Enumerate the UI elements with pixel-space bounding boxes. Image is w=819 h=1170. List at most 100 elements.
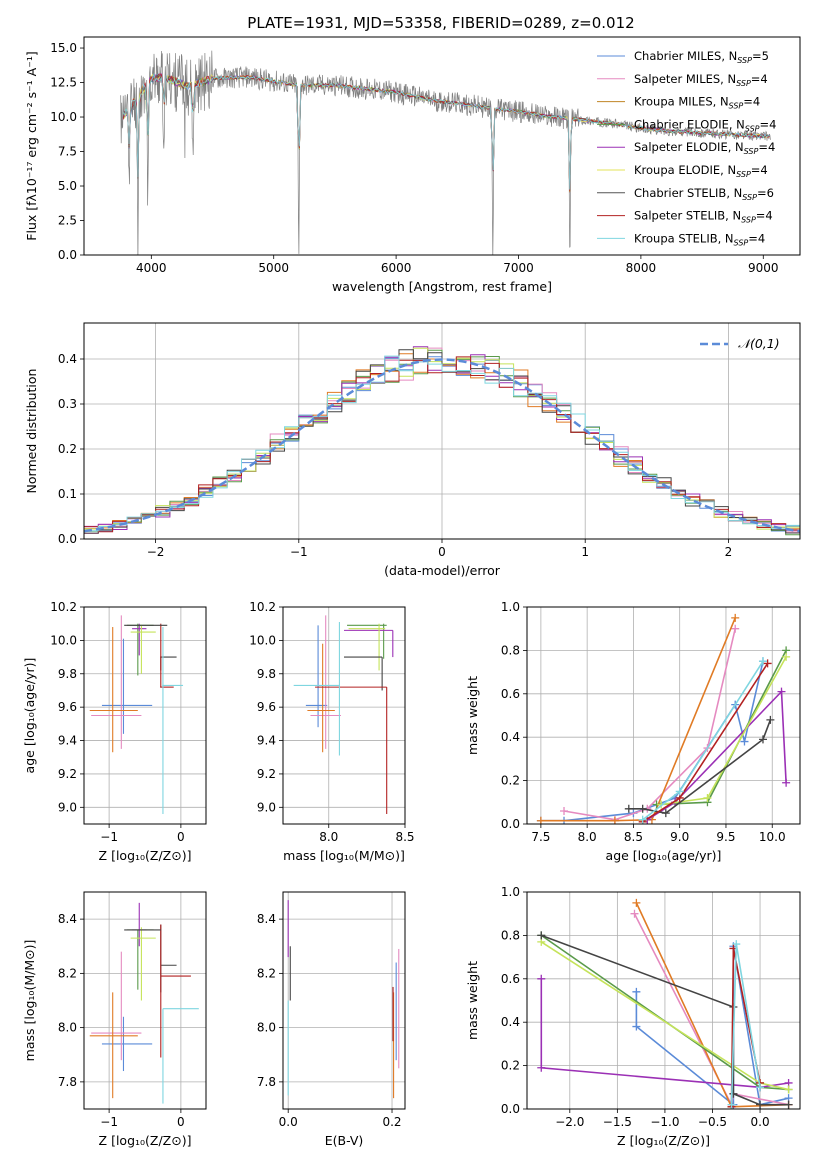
y-tick-label: 0.2 [501,774,520,788]
weight-marker [766,715,775,724]
y-tick-label: 9.2 [58,767,77,781]
weight-marker [729,1089,738,1098]
x-tick-label: 7000 [503,261,534,275]
panel-mass_vs_Z: −1 0 7.8 8.0 8.2 8.4 Z [log₁₀(Z/Z⊙)] mass [log₁… [22,891,207,1148]
x-tick-label: 9.0 [670,830,689,844]
error-cross [160,623,174,688]
axes-frame: −1 0 7.8 8.0 8.2 8.4 Z [log₁₀(Z/Z⊙)] mass [log₁… [22,891,207,1148]
y-tick-label: 0.1 [58,487,77,501]
weight-marker [638,815,647,824]
plot-area [120,50,771,255]
weight-series [657,652,791,809]
axes-border [282,891,406,1110]
y-tick-label: 8.4 [257,912,276,926]
x-axis-label: age [log₁₀(age/yr)] [606,848,722,863]
x-tick-label: −1 [100,830,118,844]
y-tick-label: 1.0 [501,885,520,899]
x-tick-label: 6000 [381,261,412,275]
x-tick-label: −2 [147,545,165,559]
panels: 4000 5000 6000 7000 8000 90000.02.55.07.510.0… [22,36,801,1148]
x-tick-label: 0 [177,830,185,844]
weight-marker [632,1022,641,1031]
x-tick-label: 7.5 [531,830,550,844]
weight-marker [632,987,641,996]
weight-marker [624,804,633,813]
y-tick-label: 9.6 [58,700,77,714]
weight-marker [610,816,619,824]
x-tick-label: 4000 [136,261,167,275]
y-axis-label: age [log₁₀(age/yr)] [22,658,37,774]
plot-area [293,615,394,814]
error-cross [91,951,142,1061]
panel-mass_weight_vs_age: 7.5 8.0 8.5 9.0 9.5 10.0 0.0 0.2 0.4 0.6 0.8 1.0 age… [465,600,801,863]
y-tick-label: 9.0 [257,800,276,814]
plot-area [536,613,791,824]
error-cross [160,924,191,1058]
legend-label: Chabrier ELODIE, NSSP=4 [634,117,776,133]
error-cross [89,992,138,1099]
error-cross [89,627,138,753]
y-tick-label: 9.2 [257,767,276,781]
y-tick-label: 0.8 [501,643,520,657]
y-tick-label: 0.0 [501,1102,520,1116]
weight-marker [638,804,647,813]
weight-marker [630,909,639,918]
weight-marker [632,898,641,907]
y-tick-label: 0.2 [501,1059,520,1073]
weight-marker [727,1100,736,1109]
axes-frame: 0.0 0.2 7.8 8.0 8.2 8.4 E(B-V) [257,891,406,1148]
legend-label: 𝒩(0,1) [738,336,780,351]
error-cross [293,622,340,756]
y-tick-label: 0.0 [58,532,77,546]
plot-area [84,346,800,537]
axes-frame: −2.0 −1.5 −1.0 −0.5 0.0 0.0 0.2 0.4 0.6 0.8 1.0 Z [… [465,885,801,1148]
weight-marker [782,652,791,661]
legend-label: Chabrier STELIB, NSSP=6 [634,186,774,202]
error-cross [160,924,177,993]
x-axis-label: wavelength [Angstrom, rest frame] [332,279,552,294]
legend-label: Salpeter STELIB, NSSP=4 [634,209,773,225]
model-spectrum [122,72,770,190]
weight-line [563,628,736,821]
weight-line [540,661,764,822]
y-tick-label: 7.8 [58,1075,77,1089]
normal-curve [84,358,800,533]
x-tick-label: −1 [100,1115,118,1129]
plot-area [537,898,793,1109]
error-cross [101,638,153,734]
error-cross [130,625,156,674]
weight-marker [536,816,545,824]
y-axis-label: mass weight [465,676,480,755]
error-cross [310,615,341,749]
y-tick-label: 0.6 [501,972,520,986]
error-cross [91,615,142,749]
y-tick-label: 0.4 [501,1015,520,1029]
y-tick-label: 10.2 [249,600,276,614]
y-tick-label: 15.0 [50,41,77,55]
y-tick-label: 2.5 [58,214,77,228]
error-cross [127,623,154,676]
weight-marker [763,659,772,668]
y-tick-label: 8.2 [58,966,77,980]
weight-marker [758,657,767,666]
y-tick-label: 9.4 [257,734,276,748]
weight-line [633,913,789,1108]
error-cross [162,627,184,814]
legend-label: Kroupa ELODIE, NSSP=4 [634,163,768,179]
error-cross [130,927,156,1001]
y-tick-label: 9.8 [257,667,276,681]
legend-label: Salpeter ELODIE, NSSP=4 [634,140,775,156]
x-tick-label: −1.5 [603,1115,632,1129]
plot-area [89,615,184,814]
x-tick-label: 8.0 [319,830,338,844]
x-tick-label: 8.5 [624,830,643,844]
y-tick-label: 0.2 [58,442,77,456]
y-tick-label: 0.6 [501,687,520,701]
weight-line [540,978,789,1089]
y-tick-label: 0.0 [58,248,77,262]
plot-area [89,902,199,1104]
axes-frame: 4000 5000 6000 7000 8000 9000 0.0 2.5 5.0 7.5 10.0… [24,36,801,294]
x-tick-label: 5000 [258,261,289,275]
y-tick-label: 9.6 [257,700,276,714]
y-tick-label: 1.0 [501,600,520,614]
